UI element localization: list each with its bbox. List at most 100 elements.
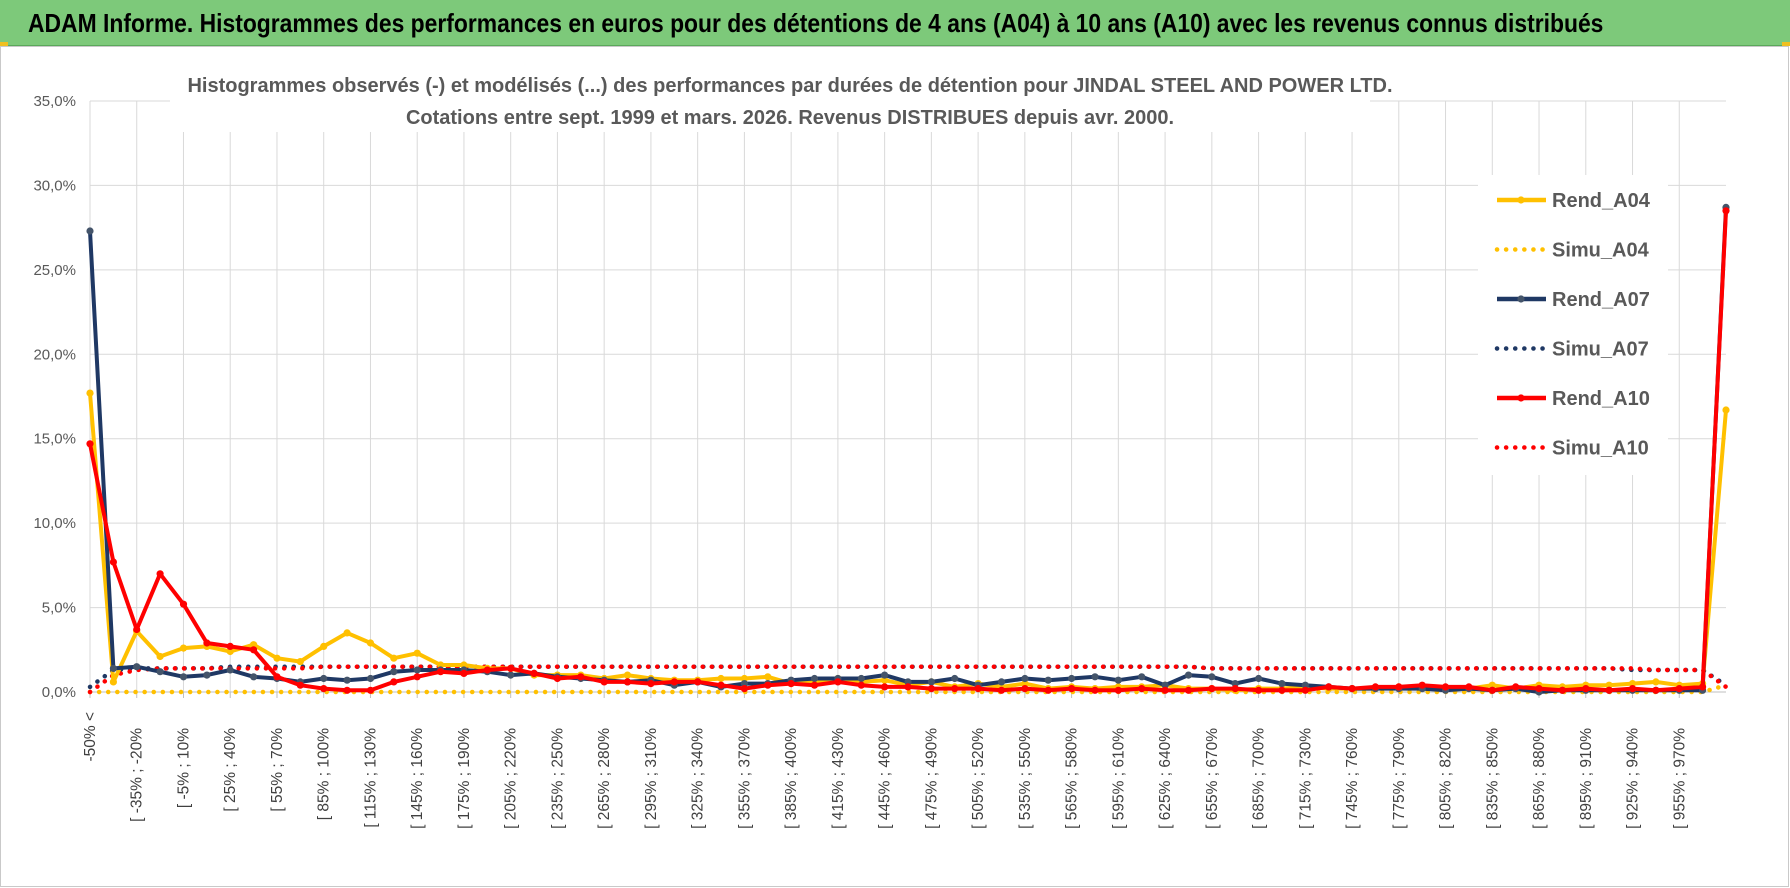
data-point [1325,683,1333,691]
data-point [1371,683,1379,691]
data-point [483,666,491,674]
x-tick-label: [ 505% ; 520% [970,728,987,829]
x-tick-label: [ 775% ; 790% [1391,728,1408,829]
chart-title: Histogrammes observés (-) et modélisés (… [187,75,1392,129]
y-tick-label: 35,0% [33,93,76,110]
data-point [296,658,304,666]
data-point [647,680,655,688]
data-point [437,661,445,669]
data-point [857,681,865,689]
data-point [530,669,538,678]
data-point [1512,683,1520,691]
data-point [1208,685,1216,693]
data-point [1675,685,1683,693]
data-point [1184,686,1193,694]
data-point [366,674,375,683]
data-point [740,674,749,683]
corner-mark-right [1782,42,1790,46]
series-Rend_A10 [86,207,1730,694]
data-point [1231,685,1239,693]
data-point [694,678,702,686]
data-point [366,686,375,694]
x-tick-label: [ 385% ; 400% [783,728,800,829]
data-point [1301,681,1309,689]
data-point [507,671,515,679]
data-point [927,678,936,686]
data-point [1348,685,1356,693]
data-point [460,661,468,669]
data-point [179,673,188,681]
chart-title-line-2: Cotations entre sept. 1999 et mars. 2026… [406,107,1174,129]
data-point [740,680,749,688]
x-tick-label: [ 415% ; 430% [830,728,847,829]
x-tick-label: [ 835% ; 850% [1484,728,1501,829]
data-point [927,685,936,693]
x-tick-label: [ 265% ; 280% [596,728,613,829]
data-point [109,678,117,686]
legend-label: Simu_A10 [1552,438,1649,460]
data-point [1628,685,1637,693]
data-point [390,668,398,676]
data-point [600,678,608,686]
data-point [1021,674,1029,683]
y-tick-label: 15,0% [33,431,76,448]
x-tick-label: [ 955% ; 970% [1671,728,1688,829]
data-point [834,678,842,686]
x-tick-label: -50% < [82,712,99,762]
data-point [670,678,678,686]
data-point [156,652,164,661]
data-point [1605,686,1613,694]
y-tick-label: 20,0% [33,346,76,363]
x-tick-label: [ 715% ; 730% [1297,728,1314,829]
x-tick-label: [ 655% ; 670% [1204,728,1221,829]
x-tick-label: [ 205% ; 220% [503,728,520,829]
data-point [1395,683,1403,691]
data-point [623,678,632,686]
data-point [810,681,819,689]
x-tick-label: [ 235% ; 250% [549,728,566,829]
data-point [250,646,258,654]
legend-label: Rend_A10 [1552,388,1650,410]
data-point [413,673,421,681]
data-point [740,685,749,693]
data-point [764,681,772,689]
data-point [1582,685,1590,693]
legend-marker [1517,196,1525,204]
data-point [156,570,164,578]
data-point [343,676,351,684]
data-point [951,685,959,693]
y-tick-label: 30,0% [33,177,76,194]
data-point [1021,680,1029,688]
data-point [1021,685,1029,693]
data-point [1044,686,1052,694]
data-point [553,674,562,683]
data-point [203,671,211,679]
data-point [86,227,94,235]
x-tick-label: [ 595% ; 610% [1110,728,1127,829]
data-point [250,641,258,649]
legend-item: Rend_A10 [1497,388,1650,410]
corner-mark-left [0,42,8,46]
data-point [810,674,819,683]
data-point [904,678,912,686]
chart-title-background [170,66,1370,132]
y-axis-ticks: 0,0% 5,0% 10,0% 15,0% 20,0% 25,0% 30,0% 35,0% [33,93,76,701]
data-point [1699,683,1707,691]
legend-marker [1517,394,1525,402]
data-point [296,681,304,689]
data-point [437,668,445,676]
data-point [203,639,211,647]
data-point [1605,681,1613,689]
data-point [1138,685,1146,693]
data-point [1255,686,1263,694]
data-point [1722,207,1730,215]
data-point [1044,676,1052,684]
data-point [460,669,468,678]
data-point [1465,683,1473,691]
data-point [226,647,234,656]
x-tick-label: [ 115% ; 130% [362,728,379,828]
data-point [226,666,234,674]
data-point [1628,680,1637,688]
series [86,203,1730,696]
